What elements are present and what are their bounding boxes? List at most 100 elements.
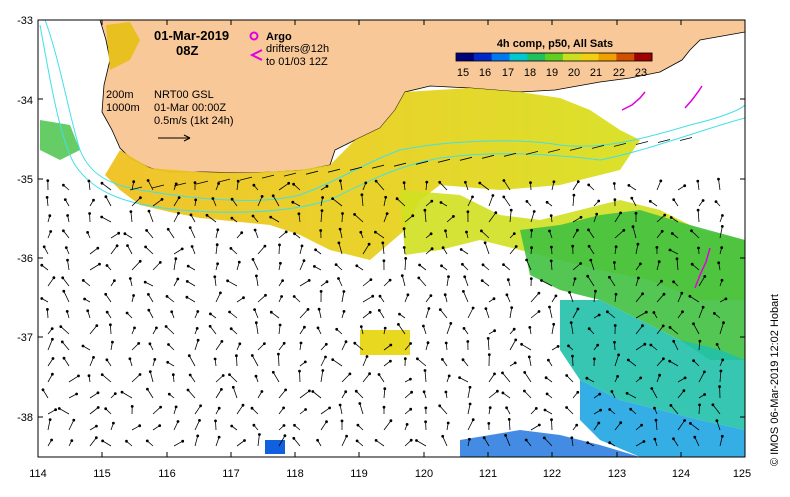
current-vector-head [177,278,179,280]
current-vector-head [555,295,557,297]
current-vector-head [277,353,279,355]
current-vector-head [472,196,474,198]
current-vector-head [197,435,199,437]
current-vector-head [374,231,376,233]
current-vector-head [630,408,632,410]
current-vector-head [258,434,260,436]
current-vector-head [50,231,52,233]
current-vector-head [628,184,630,186]
current-vector-head [416,440,418,442]
current-vector-head [200,405,202,407]
current-vector-head [304,361,306,363]
current-vector-head [216,244,218,246]
current-vector-head [598,200,600,202]
current-vector-head [101,216,103,218]
current-vector-head [254,229,256,231]
current-vector-head [217,229,219,231]
current-vector-head [312,391,314,393]
lat-tick: -35 [17,174,33,186]
current-vector-head [409,378,411,380]
current-vector-head [76,393,78,395]
current-vector-head [495,212,497,214]
current-vector-head [359,403,361,405]
current-vector-head [218,407,220,409]
current-vector-head [613,262,615,264]
current-vector-head [369,373,371,375]
current-vector-head [691,230,693,232]
colorbar-swatch [634,53,652,61]
current-vector-head [219,292,221,294]
current-vector-head [231,198,233,200]
current-vector-head [285,231,287,233]
lon-tick: 121 [479,468,497,480]
current-vector-head [718,262,720,264]
colorbar-tick: 18 [524,67,536,79]
lon-tick: 118 [286,468,304,480]
current-vector-head [118,232,120,234]
current-vector-head [450,322,452,324]
current-vector-head [550,246,552,248]
current-vector-head [279,262,281,264]
current-vector-head [623,229,625,231]
current-vector-head [265,294,267,296]
current-vector-head [549,306,551,308]
current-vector-head [645,311,647,313]
current-vector-head [139,374,141,376]
colorbar-tick: 22 [613,67,625,79]
current-vector-head [445,342,447,344]
current-vector-head [535,407,537,409]
current-vector-head [404,358,406,360]
colorbar-tick: 17 [502,67,514,79]
current-vector-head [139,197,141,199]
current-vector-head [177,421,179,423]
current-vector-head [523,390,525,392]
current-vector-head [444,294,446,296]
current-vector-head [637,277,639,279]
current-vector-head [46,308,48,310]
current-vector-head [538,292,540,294]
current-vector-head [424,370,426,372]
current-vector-head [51,328,53,330]
current-vector-head [357,424,359,426]
current-vector-head [379,295,381,297]
current-vector-head [702,306,704,308]
current-vector-head [410,343,412,345]
current-vector-head [84,298,86,300]
current-vector-head [221,340,223,342]
current-vector-head [189,374,191,376]
current-vector-head [63,357,65,359]
current-vector-head [49,215,51,217]
current-vector-head [620,422,622,424]
current-vector-head [439,181,441,183]
colorbar-swatch [616,53,634,61]
current-vector-head [599,393,601,395]
current-vector-head [407,294,409,296]
current-vector-head [406,423,408,425]
current-vector-head [252,215,254,217]
current-vector-head [188,355,190,357]
current-vector-head [397,323,399,325]
current-vector-head [712,404,714,406]
current-vector-head [355,390,357,392]
current-vector-head [566,407,568,409]
current-vector-head [46,196,48,198]
current-vector-head [112,422,114,424]
current-vector-head [445,230,447,232]
current-vector-head [106,265,108,267]
current-vector-head [217,263,219,265]
lon-axis: 114 115 116 117 118 119 120 121 122 123 … [29,468,751,480]
current-vector-head [664,214,666,216]
current-vector-head [441,265,443,267]
current-vector-head [182,440,184,442]
current-vector-head [410,408,412,410]
current-vector-head [642,325,644,327]
lat-axis: -33 -34 -35 -36 -37 -38 [17,15,33,424]
current-vector-head [431,248,433,250]
current-vector-head [403,182,405,184]
lon-tick: 124 [672,468,690,480]
lat-tick: -34 [17,95,33,107]
map-time: 08Z [176,43,198,58]
current-vector-head [416,358,418,360]
current-vector-head [425,421,427,423]
current-vector-head [606,311,608,313]
